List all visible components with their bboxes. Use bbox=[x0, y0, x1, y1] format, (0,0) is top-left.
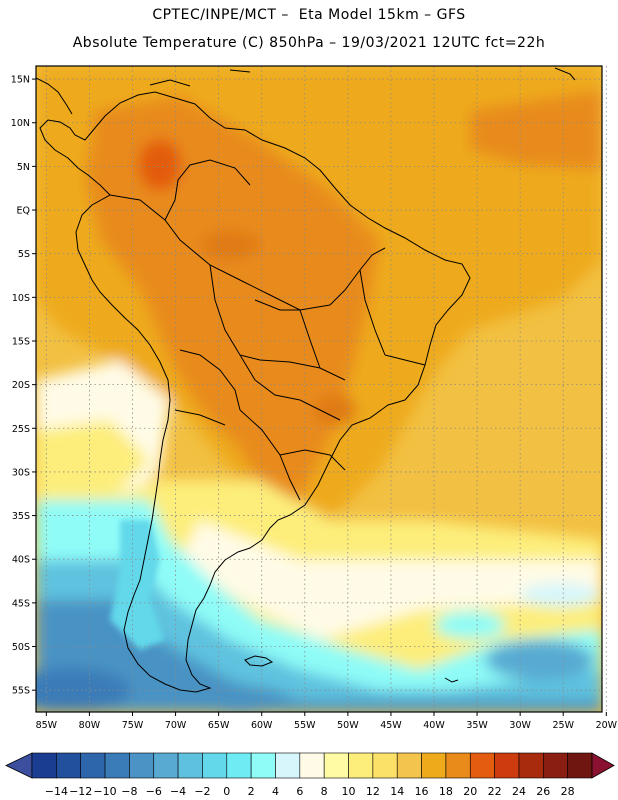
colorbar-swatch bbox=[31, 752, 57, 779]
colorbar-swatch bbox=[518, 752, 544, 779]
colorbar-label: −12 bbox=[69, 785, 92, 798]
lon-label: 80W bbox=[79, 720, 101, 731]
latitude-labels: 15N 10N 5N EQ 5S 10S 15S 20S 25S 30S 35S 40S 45S 50S 5… bbox=[11, 75, 36, 697]
colorbar-swatch bbox=[250, 752, 276, 779]
colorbar-label: 10 bbox=[342, 785, 356, 798]
colorbar-label: 26 bbox=[536, 785, 550, 798]
lat-label: 50S bbox=[12, 642, 30, 653]
lat-label: 55S bbox=[12, 686, 30, 697]
lat-label: 5S bbox=[18, 249, 30, 260]
lat-label: 30S bbox=[12, 467, 30, 478]
colorbar-label: 20 bbox=[463, 785, 477, 798]
coastlines bbox=[36, 67, 576, 693]
colorbar-swatch bbox=[348, 752, 374, 779]
lat-label: 5N bbox=[17, 162, 30, 173]
colorbar-swatch bbox=[396, 752, 422, 779]
colorbar-label: −10 bbox=[93, 785, 116, 798]
lon-label: 65W bbox=[208, 720, 230, 731]
map-title-line1: CPTEC/INPE/MCT – Eta Model 15km – GFS bbox=[152, 7, 466, 23]
colorbar-swatch bbox=[323, 752, 349, 779]
colorbar-swatch bbox=[494, 752, 520, 779]
map-frame bbox=[35, 65, 603, 713]
colorbar-label: −6 bbox=[146, 785, 162, 798]
colorbar-swatch bbox=[275, 752, 301, 779]
colorbar-low-arrow bbox=[5, 752, 33, 779]
colorbar-swatch bbox=[226, 752, 252, 779]
colorbar-label: 12 bbox=[366, 785, 380, 798]
lon-label: 60W bbox=[251, 720, 273, 731]
lat-label: 10N bbox=[11, 118, 30, 129]
colorbar-label: 22 bbox=[488, 785, 502, 798]
lat-label: 10S bbox=[12, 293, 30, 304]
lat-label: EQ bbox=[17, 206, 30, 217]
lat-label: 15S bbox=[12, 336, 30, 347]
lat-label: 25S bbox=[12, 424, 30, 435]
colorbar-label: 4 bbox=[272, 785, 279, 798]
lon-label: 20W bbox=[596, 720, 618, 731]
colorbar-label: 0 bbox=[223, 785, 230, 798]
lat-label: 35S bbox=[12, 511, 30, 522]
colorbar-label: −4 bbox=[170, 785, 186, 798]
lon-label: 70W bbox=[165, 720, 187, 731]
colorbar-swatch bbox=[129, 752, 155, 779]
colorbar-label: 2 bbox=[248, 785, 255, 798]
lon-label: 55W bbox=[294, 720, 316, 731]
colorbar-swatch bbox=[445, 752, 471, 779]
colorbar-swatch bbox=[567, 752, 593, 779]
lon-label: 45W bbox=[380, 720, 402, 731]
map-title-line2: Absolute Temperature (C) 850hPa – 19/03/… bbox=[72, 35, 546, 51]
colorbar-label: 6 bbox=[296, 785, 303, 798]
colorbar-swatch bbox=[202, 752, 228, 779]
lon-label: 35W bbox=[466, 720, 488, 731]
lat-label: 45S bbox=[12, 598, 30, 609]
colorbar-swatch bbox=[299, 752, 325, 779]
lon-label: 75W bbox=[122, 720, 144, 731]
lon-label: 25W bbox=[552, 720, 574, 731]
longitude-labels: 85W 80W 75W 70W 65W 60W 55W 50W 45W 40W 35W 30W 25W 2… bbox=[36, 712, 618, 731]
lon-label: 30W bbox=[509, 720, 531, 731]
colorbar-swatch bbox=[104, 752, 130, 779]
colorbar-swatch bbox=[80, 752, 106, 779]
colorbar-swatch bbox=[153, 752, 179, 779]
colorbar-swatch bbox=[372, 752, 398, 779]
lat-label: 15N bbox=[11, 75, 30, 86]
colorbar-label: 16 bbox=[415, 785, 429, 798]
lon-label: 40W bbox=[423, 720, 445, 731]
colorbar-label: 24 bbox=[512, 785, 526, 798]
lat-label: 20S bbox=[12, 380, 30, 391]
colorbar-label: 18 bbox=[439, 785, 453, 798]
lon-label: 50W bbox=[337, 720, 359, 731]
colorbar-label: 8 bbox=[321, 785, 328, 798]
lon-label: 85W bbox=[36, 720, 58, 731]
colorbar-swatch bbox=[421, 752, 447, 779]
colorbar-swatch bbox=[543, 752, 568, 779]
colorbar-swatch bbox=[469, 752, 495, 779]
colorbar-label: −8 bbox=[121, 785, 137, 798]
colorbar-label: 28 bbox=[561, 785, 575, 798]
colorbar-high-arrow bbox=[591, 752, 615, 779]
colorbar-swatch bbox=[56, 752, 81, 779]
colorbar-label: −2 bbox=[194, 785, 210, 798]
colorbar-label: 14 bbox=[390, 785, 404, 798]
lat-label: 40S bbox=[12, 555, 30, 566]
colorbar-label: −14 bbox=[45, 785, 68, 798]
colorbar-swatch bbox=[177, 752, 203, 779]
